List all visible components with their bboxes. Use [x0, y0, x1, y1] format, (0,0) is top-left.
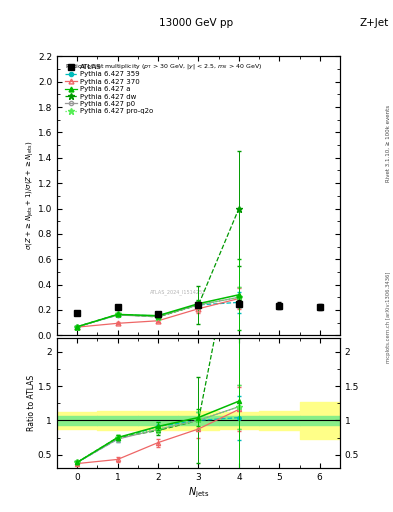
Y-axis label: $\sigma(Z + \geq N_{\rm jets}+1) / \sigma(Z + \geq N_{\rm jets})$: $\sigma(Z + \geq N_{\rm jets}+1) / \sigm…	[25, 141, 37, 250]
Text: ATLAS_2024_I1514251: ATLAS_2024_I1514251	[151, 289, 207, 295]
Text: Ratios of jet multiplicity ($p_{\rm T}$ > 30 GeV, $|y|$ < 2.5, $m_{ll}$ > 40 GeV: Ratios of jet multiplicity ($p_{\rm T}$ …	[66, 62, 263, 71]
Text: Z+Jet: Z+Jet	[360, 18, 389, 28]
Text: 13000 GeV pp: 13000 GeV pp	[160, 18, 233, 28]
Text: mcplots.cern.ch [arXiv:1306.3436]: mcplots.cern.ch [arXiv:1306.3436]	[386, 272, 391, 363]
Legend: ATLAS, Pythia 6.427 359, Pythia 6.427 370, Pythia 6.427 a, Pythia 6.427 dw, Pyth: ATLAS, Pythia 6.427 359, Pythia 6.427 37…	[63, 62, 154, 116]
Y-axis label: Ratio to ATLAS: Ratio to ATLAS	[28, 375, 37, 431]
Text: Rivet 3.1.10, ≥ 100k events: Rivet 3.1.10, ≥ 100k events	[386, 105, 391, 182]
X-axis label: $N_{\rm jets}$: $N_{\rm jets}$	[188, 485, 209, 500]
